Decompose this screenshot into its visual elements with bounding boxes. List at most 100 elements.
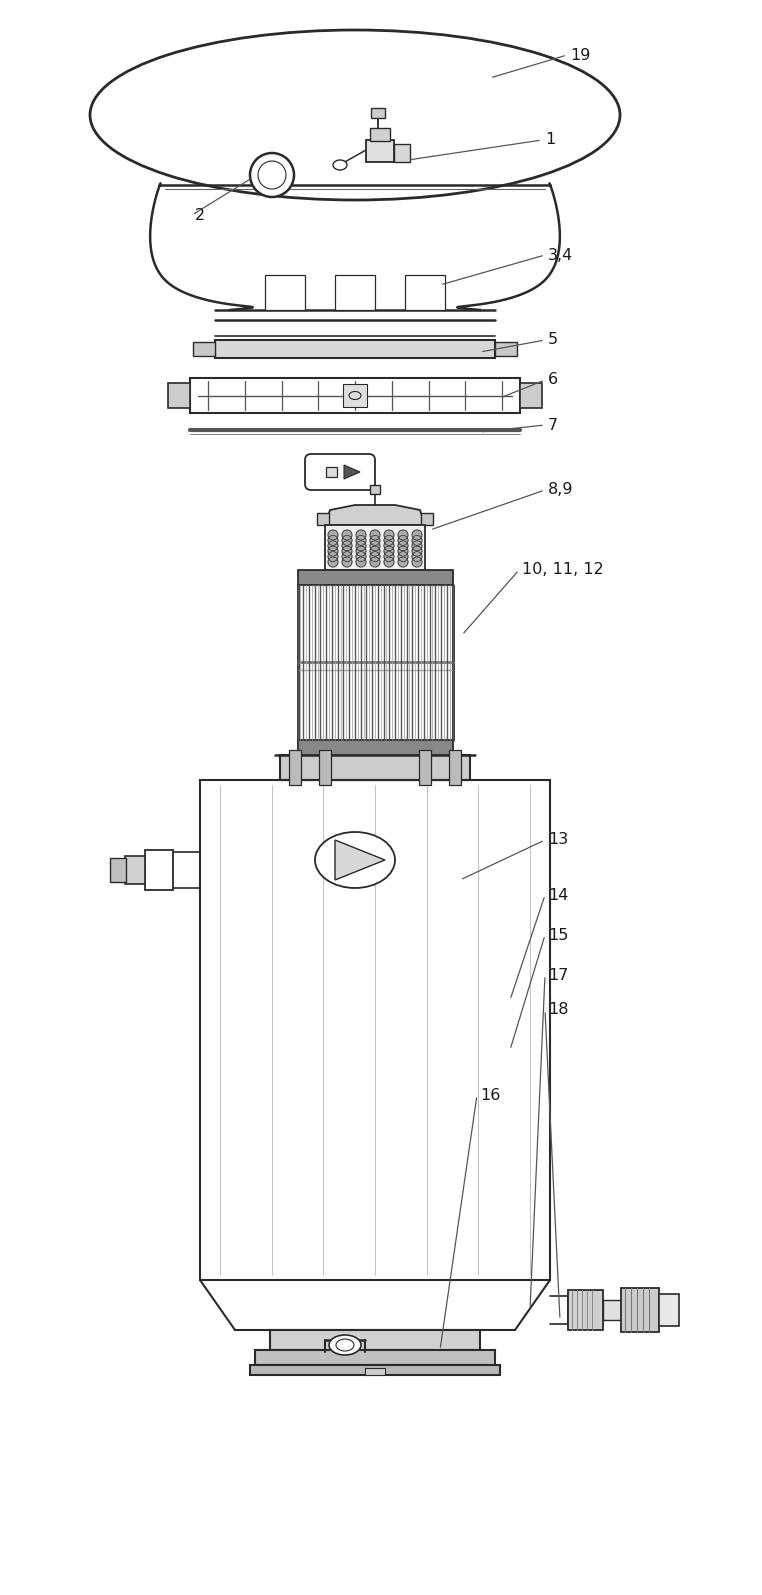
Circle shape: [342, 552, 352, 561]
Polygon shape: [344, 466, 360, 478]
Bar: [270, 1330, 480, 1349]
Circle shape: [342, 530, 352, 541]
Bar: [419, 750, 431, 785]
Circle shape: [384, 536, 394, 545]
Circle shape: [328, 552, 338, 561]
Circle shape: [412, 541, 422, 550]
Ellipse shape: [90, 30, 620, 199]
Circle shape: [398, 541, 408, 550]
Bar: [365, 1369, 385, 1375]
Circle shape: [356, 545, 366, 557]
Text: 16: 16: [480, 1088, 501, 1102]
Text: 15: 15: [548, 928, 568, 943]
Circle shape: [384, 552, 394, 561]
Circle shape: [412, 545, 422, 557]
Circle shape: [342, 536, 352, 545]
Bar: [621, 1289, 659, 1332]
Circle shape: [412, 557, 422, 566]
Bar: [366, 140, 394, 163]
Polygon shape: [335, 841, 385, 880]
Text: 5: 5: [548, 332, 558, 348]
Bar: [603, 1300, 621, 1321]
Bar: [317, 514, 329, 525]
Text: 7: 7: [548, 418, 558, 432]
Bar: [145, 850, 173, 890]
Ellipse shape: [329, 1335, 361, 1356]
Bar: [568, 1290, 603, 1330]
Circle shape: [398, 552, 408, 561]
Bar: [405, 274, 445, 309]
Bar: [200, 780, 550, 1281]
Bar: [297, 569, 453, 585]
Bar: [421, 514, 433, 525]
Bar: [193, 341, 215, 356]
Bar: [370, 485, 380, 494]
Circle shape: [328, 530, 338, 541]
Circle shape: [356, 541, 366, 550]
Bar: [168, 383, 190, 408]
Polygon shape: [325, 506, 425, 525]
Bar: [250, 1365, 500, 1375]
Circle shape: [398, 545, 408, 557]
Ellipse shape: [250, 153, 294, 198]
Circle shape: [356, 536, 366, 545]
Bar: [255, 1349, 495, 1365]
Bar: [520, 383, 542, 408]
Bar: [297, 740, 453, 754]
Circle shape: [412, 530, 422, 541]
Text: 3,4: 3,4: [548, 247, 573, 263]
Bar: [371, 108, 385, 118]
Bar: [449, 750, 461, 785]
Circle shape: [370, 552, 380, 561]
Circle shape: [356, 557, 366, 566]
Bar: [125, 857, 145, 884]
Bar: [394, 144, 410, 163]
FancyBboxPatch shape: [305, 455, 375, 490]
Circle shape: [356, 530, 366, 541]
Bar: [289, 750, 301, 785]
Bar: [190, 378, 520, 413]
Bar: [370, 128, 390, 140]
Circle shape: [328, 541, 338, 550]
Circle shape: [328, 557, 338, 566]
Bar: [326, 467, 337, 477]
Bar: [215, 340, 495, 357]
Ellipse shape: [349, 391, 361, 399]
Circle shape: [328, 536, 338, 545]
Ellipse shape: [333, 160, 347, 171]
Circle shape: [398, 536, 408, 545]
Text: 8,9: 8,9: [548, 483, 574, 498]
Text: 2: 2: [195, 207, 205, 222]
Ellipse shape: [258, 161, 286, 188]
Text: 18: 18: [548, 1003, 568, 1018]
Circle shape: [384, 545, 394, 557]
Text: 14: 14: [548, 887, 568, 903]
Circle shape: [370, 545, 380, 557]
Circle shape: [342, 557, 352, 566]
Circle shape: [398, 557, 408, 566]
Bar: [325, 525, 425, 569]
Bar: [280, 754, 470, 780]
Circle shape: [370, 541, 380, 550]
Text: 10, 11, 12: 10, 11, 12: [522, 563, 604, 577]
Circle shape: [384, 557, 394, 566]
Bar: [110, 858, 126, 882]
Text: 19: 19: [570, 48, 591, 62]
Text: 17: 17: [548, 968, 568, 983]
Bar: [659, 1294, 679, 1325]
Ellipse shape: [315, 833, 395, 888]
Circle shape: [356, 552, 366, 561]
Circle shape: [328, 545, 338, 557]
Bar: [335, 274, 375, 309]
Text: 1: 1: [545, 132, 555, 147]
Circle shape: [342, 541, 352, 550]
Circle shape: [370, 536, 380, 545]
Bar: [265, 274, 305, 309]
Circle shape: [342, 545, 352, 557]
Circle shape: [398, 530, 408, 541]
Bar: [343, 384, 367, 407]
Circle shape: [370, 530, 380, 541]
Text: 13: 13: [548, 833, 568, 847]
Bar: [319, 750, 331, 785]
Text: 6: 6: [548, 373, 558, 388]
